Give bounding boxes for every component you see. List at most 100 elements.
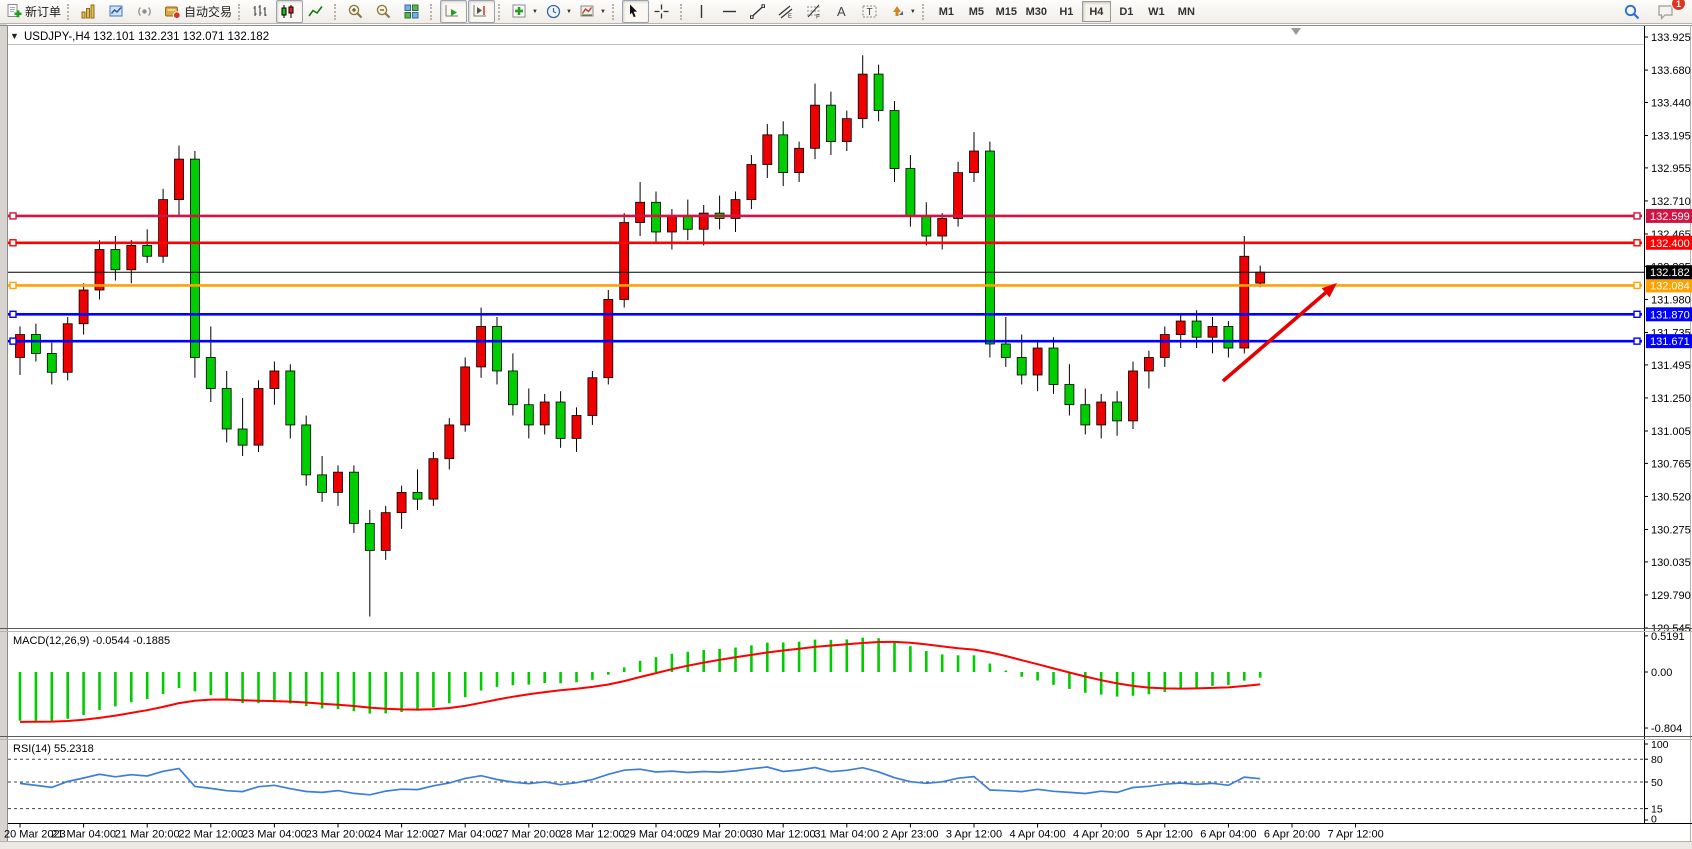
periods-button[interactable]: ▼: [542, 0, 575, 23]
text-button[interactable]: A: [830, 0, 857, 23]
line-chart-icon: [308, 6, 323, 17]
chevron-down-icon[interactable]: ▼: [565, 8, 572, 15]
arrows-objects-button[interactable]: ▼: [886, 0, 919, 23]
notifications-button[interactable]: 1: [1653, 0, 1686, 23]
price-axis-label: 133.680: [1651, 65, 1691, 77]
time-axis-label: 22 Mar 12:00: [178, 829, 243, 841]
line-anchor-handle[interactable]: [1633, 212, 1641, 220]
price-axis-label: 130.275: [1651, 525, 1691, 537]
rsi-line: [19, 766, 1261, 796]
time-axis-label: 2 Apr 23:00: [882, 829, 938, 841]
cursor-button[interactable]: [621, 0, 649, 23]
timeframe-button-w1[interactable]: W1: [1148, 5, 1165, 18]
chart-shift-button[interactable]: [468, 0, 496, 23]
line-anchor-handle[interactable]: [1633, 337, 1641, 345]
svg-text:A: A: [837, 4, 846, 19]
main-toolbar: 新订单: [0, 0, 1692, 24]
annotation-arrow-shaft[interactable]: [1221, 291, 1327, 383]
new-chart-button[interactable]: [77, 0, 104, 23]
toolbar-handle: [611, 3, 618, 20]
line-anchor-handle[interactable]: [9, 239, 17, 247]
line-anchor-handle[interactable]: [9, 310, 17, 318]
annotation-arrow-head[interactable]: [1321, 283, 1337, 298]
candle-bullish: [746, 164, 757, 200]
candle-bearish: [142, 245, 153, 257]
timeframe-button-m5[interactable]: M5: [968, 5, 984, 18]
timeframe-button-mn[interactable]: MN: [1177, 5, 1195, 18]
indicators-button[interactable]: ▼: [508, 0, 541, 23]
chevron-down-icon[interactable]: ▼: [532, 8, 538, 15]
trendline-button[interactable]: [746, 0, 773, 23]
candle-bullish: [1175, 320, 1186, 335]
candle-bearish: [826, 104, 836, 142]
chevron-down-icon[interactable]: ▼: [599, 8, 606, 15]
horizontal-line-button[interactable]: [718, 0, 745, 23]
timeframe-button-h4[interactable]: H4: [1081, 1, 1111, 22]
scroll-group: [440, 0, 496, 23]
line-anchor-handle[interactable]: [1633, 239, 1641, 247]
candle-bullish: [476, 326, 487, 368]
one-click-trading-toggle[interactable]: ▼: [10, 31, 19, 41]
candle-bearish: [412, 492, 423, 500]
search-button[interactable]: [1620, 0, 1647, 23]
time-axis-label: 6 Apr 04:00: [1200, 829, 1256, 841]
line-chart-button[interactable]: [304, 0, 331, 23]
auto-trading-button[interactable]: 自动交易: [161, 0, 235, 23]
line-anchor-handle[interactable]: [9, 212, 17, 220]
macd-signal-line: [19, 640, 1261, 723]
signal-icon: [138, 7, 151, 16]
line-anchor-handle[interactable]: [1633, 281, 1641, 290]
signals-button[interactable]: [133, 0, 160, 23]
notification-badge: 1: [1671, 0, 1686, 11]
chevron-down-icon[interactable]: ▼: [909, 8, 916, 15]
candle-bearish: [110, 249, 121, 271]
vertical-line-button[interactable]: [690, 0, 717, 23]
timeframe-button-m30[interactable]: M30: [1025, 5, 1048, 18]
fibonacci-button[interactable]: F: [802, 0, 829, 23]
timeframe-button-m15[interactable]: M15: [995, 5, 1018, 18]
line-anchor-handle[interactable]: [1633, 310, 1641, 318]
price-axis-label: 132.955: [1651, 163, 1691, 175]
candle-bullish: [1032, 347, 1043, 376]
rsi-axis-label: 0: [1651, 814, 1657, 826]
candle-bullish: [1207, 326, 1218, 338]
chart-shift-marker[interactable]: [1291, 28, 1301, 35]
macd-axis-label: 0.5191: [1651, 631, 1685, 643]
auto-scroll-button[interactable]: [440, 0, 468, 23]
objects-group: E F A T: [690, 0, 919, 23]
price-line-label: 132.400: [1650, 238, 1690, 250]
line-anchor-handle[interactable]: [9, 337, 17, 345]
candle-bearish: [778, 134, 789, 174]
text-label-button[interactable]: T: [858, 0, 885, 23]
crosshair-button[interactable]: [650, 0, 677, 23]
zoom-out-button[interactable]: [372, 0, 399, 23]
time-axis-label: 23 Mar 04:00: [242, 829, 307, 841]
price-axis-label: 131.980: [1651, 294, 1691, 306]
candle-bearish: [348, 471, 359, 524]
new-order-button[interactable]: 新订单: [2, 0, 64, 23]
tile-windows-button[interactable]: [400, 0, 427, 23]
candle-bullish: [396, 492, 407, 514]
timeframe-button-d1[interactable]: D1: [1119, 5, 1134, 18]
current-price-label-box: [1646, 265, 1692, 280]
chart-canvas[interactable]: ▼ USDJPY-,H4 132.101 132.231 132.071 132.…: [0, 24, 1692, 849]
candle-bullish: [62, 323, 73, 373]
orders-group: 新订单: [2, 0, 64, 23]
candlestick-chart-button[interactable]: [276, 0, 304, 23]
horizontal-line-icon: [722, 10, 736, 13]
bar-chart-button[interactable]: [248, 0, 275, 23]
templates-button[interactable]: ▼: [576, 0, 609, 23]
new-chart-icon: [81, 4, 95, 19]
channel-button[interactable]: E: [774, 0, 801, 23]
line-anchor-handle[interactable]: [9, 281, 17, 290]
timeframe-button-h1[interactable]: H1: [1059, 5, 1074, 18]
zoom-in-button[interactable]: [344, 0, 371, 23]
chart-title: USDJPY-,H4 132.101 132.231 132.071 132.1…: [24, 31, 269, 43]
candle-bullish: [730, 199, 741, 219]
candle-bearish: [221, 388, 232, 430]
candle-bullish: [1255, 271, 1266, 284]
timeframe-button-m1[interactable]: M1: [938, 5, 954, 18]
profiles-icon: [109, 5, 123, 17]
profiles-button[interactable]: [105, 0, 132, 23]
time-axis-label: 27 Mar 20:00: [496, 829, 561, 841]
